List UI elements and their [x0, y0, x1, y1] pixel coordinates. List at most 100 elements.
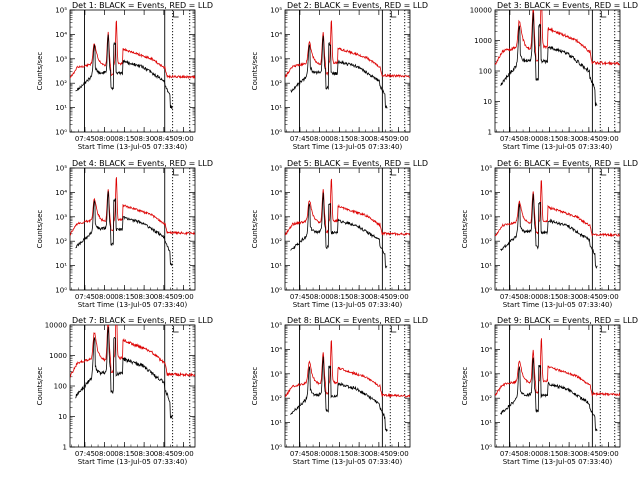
y-tick-label: 10³ [270, 370, 282, 378]
marker-bracket [173, 326, 179, 333]
y-tick-label: 10³ [55, 55, 67, 63]
x-axis-label: Start Time (13-Jul-05 07:33:40) [503, 301, 613, 309]
y-tick-label: 10² [270, 80, 282, 88]
series-line-events [500, 12, 598, 107]
plot-area [495, 338, 620, 432]
y-tick-label: 10² [480, 238, 492, 246]
x-tick-label: 08:30 [349, 450, 369, 458]
plot-area [495, 180, 620, 269]
plot-area [285, 339, 410, 433]
y-axis-label: Counts/sec [36, 52, 44, 91]
x-tick-label: 08:15 [329, 293, 349, 301]
x-tick-label: 08:30 [559, 450, 579, 458]
y-tick-label: 10⁵ [55, 7, 67, 15]
x-tick-label: 08:15 [329, 135, 349, 143]
series-line-lld [285, 20, 410, 79]
y-tick-label: 10⁵ [270, 165, 282, 173]
x-tick-label: 07:45 [500, 450, 520, 458]
y-tick-label: 10⁰ [270, 444, 282, 452]
x-tick-label: 08:00 [95, 135, 115, 143]
x-tick-label: 08:15 [539, 450, 559, 458]
x-tick-label: 08:15 [114, 135, 134, 143]
marker-bracket [600, 11, 607, 18]
x-tick-label: 07:45 [75, 450, 95, 458]
chart-panel-det-6: Det 6: BLACK = Events, RED = LLD 10⁰ 10¹ 10… [461, 159, 638, 309]
series-line-lld [495, 180, 620, 238]
y-tick-label: 10³ [270, 55, 282, 63]
chart-panel-det-2: Det 2: BLACK = Events, RED = LLD 10⁰ 10¹ 10… [251, 1, 428, 151]
chart-title: Det 5: BLACK = Events, RED = LLD [287, 159, 428, 168]
x-tick-label: 07:45 [75, 293, 95, 301]
x-tick-label: 08:00 [310, 450, 330, 458]
chart-title: Det 6: BLACK = Events, RED = LLD [497, 159, 638, 168]
chart-panel-det-3: Det 3: BLACK = Events, RED = LLD 1 10 100 10… [470, 1, 638, 151]
series-line-events [500, 357, 598, 432]
x-tick-label: 09:00 [173, 450, 193, 458]
y-tick-label: 10 [483, 98, 492, 106]
y-tick-label: 10⁵ [270, 322, 282, 330]
x-tick-label: 08:30 [349, 135, 369, 143]
x-tick-label: 08:45 [579, 450, 599, 458]
y-tick-label: 10³ [270, 213, 282, 221]
plot-frame [494, 9, 621, 133]
series-line-lld [70, 325, 195, 378]
x-tick-label: 08:30 [349, 293, 369, 301]
y-tick-label: 10⁴ [270, 31, 282, 39]
x-tick-label: 09:00 [598, 293, 618, 301]
plot-frame [69, 9, 196, 133]
y-tick-label: 10¹ [270, 104, 282, 112]
x-tick-label: 08:00 [520, 293, 540, 301]
series-line-events [75, 326, 173, 419]
x-tick-label: 08:15 [114, 293, 134, 301]
x-tick-label: 09:00 [173, 293, 193, 301]
y-axis-label: Counts/sec [251, 367, 259, 406]
x-tick-label: 08:00 [95, 450, 115, 458]
y-tick-label: 1 [63, 444, 67, 452]
y-axis-label: Counts/sec [251, 210, 259, 249]
x-tick-label: 08:30 [134, 450, 154, 458]
x-tick-label: 07:45 [290, 293, 310, 301]
x-axis-label: Start Time (13-Jul-05 07:33:40) [293, 143, 403, 151]
y-axis-label: Counts/sec [36, 210, 44, 249]
plot-frame [69, 167, 196, 291]
plot-area [70, 177, 195, 266]
y-tick-label: 10⁰ [55, 287, 67, 295]
y-tick-label: 10⁴ [55, 189, 67, 197]
plot-frame [284, 167, 411, 291]
y-tick-label: 1 [488, 129, 492, 137]
y-axis-label: Counts/sec [36, 367, 44, 406]
x-axis-label: Start Time (13-Jul-05 07:33:40) [503, 458, 613, 466]
series-line-events [75, 191, 173, 266]
y-tick-label: 10² [270, 238, 282, 246]
series-line-lld [495, 338, 620, 397]
y-tick-label: 10⁵ [480, 322, 492, 330]
x-tick-label: 09:00 [388, 293, 408, 301]
y-tick-label: 10⁰ [55, 129, 67, 137]
series-line-events [290, 35, 388, 109]
x-tick-label: 08:15 [539, 135, 559, 143]
plot-frame [69, 324, 196, 448]
x-tick-label: 07:45 [290, 450, 310, 458]
x-tick-label: 08:30 [559, 135, 579, 143]
x-tick-label: 09:00 [173, 135, 193, 143]
chart-panel-det-4: Det 4: BLACK = Events, RED = LLD 10⁰ 10¹ 10… [36, 159, 213, 309]
marker-bracket [173, 169, 179, 176]
y-tick-label: 10⁰ [270, 287, 282, 295]
x-tick-label: 08:30 [134, 135, 154, 143]
series-line-lld [495, 10, 620, 66]
x-axis-label: Start Time (13-Jul-05 07:33:40) [78, 143, 188, 151]
y-tick-label: 10 [58, 413, 67, 421]
series-line-events [290, 356, 388, 433]
x-axis-label: Start Time (13-Jul-05 07:33:40) [503, 143, 613, 151]
series-line-events [500, 193, 598, 269]
y-tick-label: 10⁰ [270, 129, 282, 137]
plot-frame [284, 324, 411, 448]
plot-area [70, 325, 195, 419]
chart-title: Det 3: BLACK = Events, RED = LLD [497, 1, 638, 10]
y-tick-label: 10¹ [480, 262, 492, 270]
marker-bracket [390, 326, 397, 333]
y-tick-label: 10¹ [270, 262, 282, 270]
y-axis-label: Counts/sec [251, 52, 259, 91]
plot-area [285, 20, 410, 109]
